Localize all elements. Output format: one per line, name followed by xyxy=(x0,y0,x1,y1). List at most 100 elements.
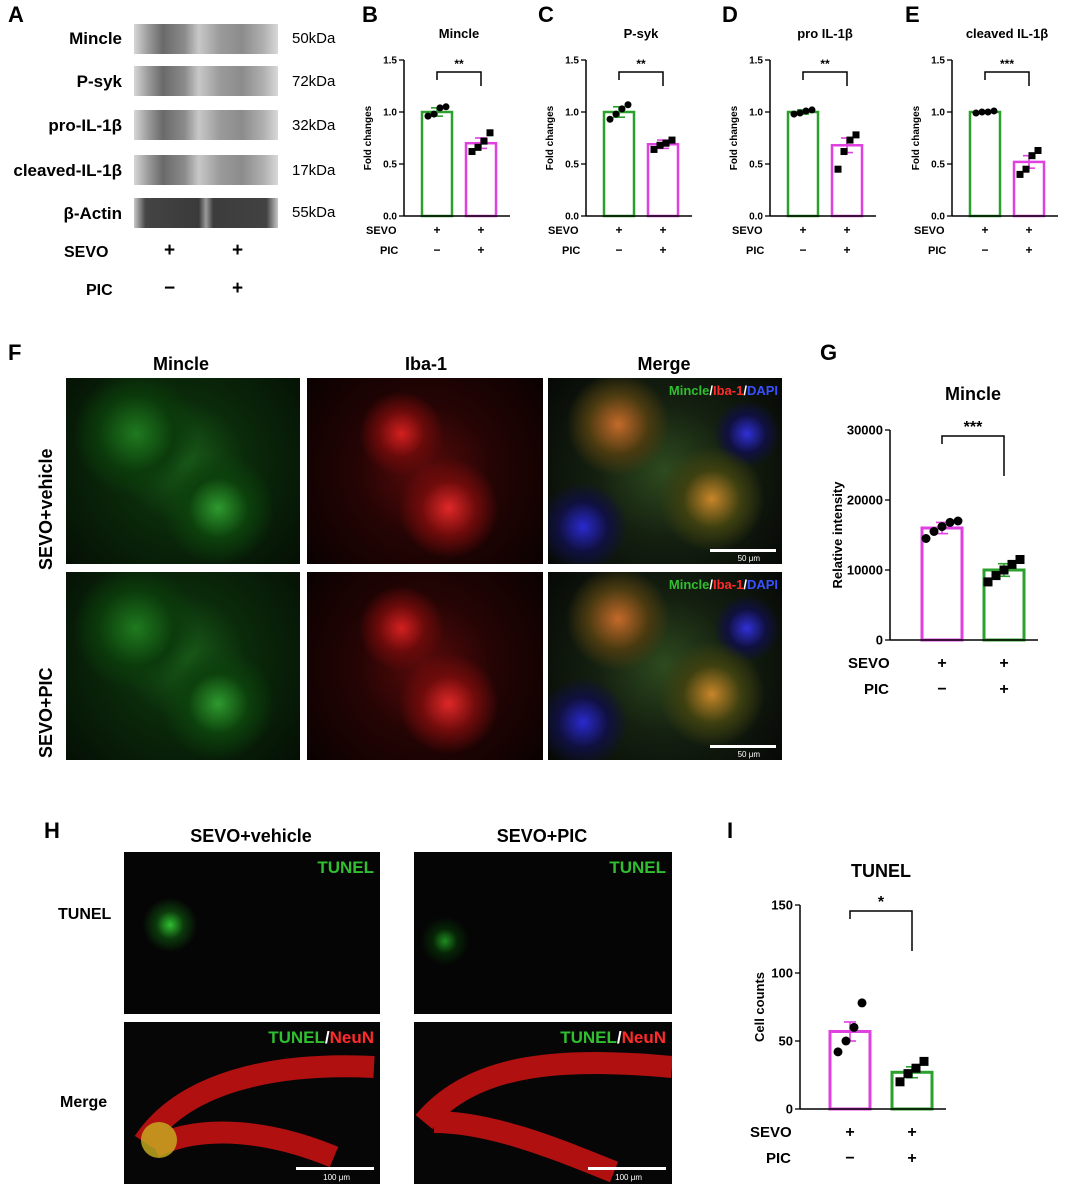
significance-bracket xyxy=(436,71,482,86)
scale-bar xyxy=(710,549,776,552)
chart-title: cleaved IL-1β xyxy=(966,26,1048,41)
data-point xyxy=(919,1056,929,1066)
hippocampus-shape xyxy=(134,1055,375,1168)
bar xyxy=(464,141,498,218)
overlay-mincle: Mincle xyxy=(668,383,710,398)
y-tick-label: 150 xyxy=(771,898,793,913)
wb-band-beta-actin xyxy=(134,198,278,228)
y-tick-label: 0.5 xyxy=(931,160,945,171)
data-point xyxy=(852,131,860,139)
condition-label: SEVO xyxy=(366,225,397,237)
data-point xyxy=(929,527,939,536)
y-axis-label: Relative intensity xyxy=(830,481,845,589)
condition-label: PIC xyxy=(562,245,580,257)
image-iba1-vehicle xyxy=(307,378,543,564)
overlay-sep: / xyxy=(743,383,747,398)
image-merge-vehicle: Mincle/Iba-1/DAPI 50 μm xyxy=(548,378,782,564)
chart-title: TUNEL xyxy=(851,861,911,881)
chart-c-psyk: P-syk 0.0 0.5 1.0 1.5 Fold changes ** SEVO + + PIC… xyxy=(545,26,692,257)
chart-e-cleaved-il1b: cleaved IL-1β 0.0 0.5 1.0 1.5 Fold changes ***… xyxy=(911,26,1058,257)
scale-bar xyxy=(296,1167,374,1170)
y-axis-label: Cell counts xyxy=(752,972,767,1042)
y-tick-label: 30000 xyxy=(847,423,883,438)
y-tick-label: 0 xyxy=(786,1102,793,1117)
condition-sign: + xyxy=(981,223,988,237)
overlay-tunel: TUNEL xyxy=(609,858,666,877)
wb-pic-lane1: − xyxy=(164,278,176,299)
panel-letter-g: G xyxy=(820,340,838,365)
overlay-sep: / xyxy=(709,383,713,398)
row-head-merge: Merge xyxy=(60,1094,108,1111)
scale-label: 50 μm xyxy=(737,554,760,563)
image-mincle-vehicle xyxy=(66,378,300,564)
condition-label: PIC xyxy=(864,681,889,698)
y-tick-label: 1.0 xyxy=(749,108,763,119)
overlay-sep: / xyxy=(743,577,747,592)
data-point xyxy=(624,101,632,109)
data-point xyxy=(1015,555,1025,564)
wb-kda-beta-actin: 55kDa xyxy=(292,204,336,221)
wb-sevo-lane1: + xyxy=(164,240,176,261)
data-point xyxy=(662,139,670,147)
data-point xyxy=(802,107,810,115)
condition-sign: − xyxy=(845,1150,854,1167)
y-tick-label: 0.0 xyxy=(383,212,397,223)
condition-sign: + xyxy=(843,243,850,257)
data-point xyxy=(486,129,494,137)
scale-bar xyxy=(710,745,776,748)
data-point xyxy=(840,148,848,156)
data-point xyxy=(834,165,842,173)
overlay-dapi: DAPI xyxy=(746,383,778,398)
wb-band-cleaved-il1b xyxy=(134,155,278,185)
col-head-sevo-pic: SEVO+PIC xyxy=(496,826,588,846)
data-point xyxy=(833,1047,843,1057)
condition-label: PIC xyxy=(746,245,764,257)
data-point xyxy=(808,106,816,114)
y-axis-label: Fold changes xyxy=(911,105,922,170)
condition-sign: + xyxy=(615,223,622,237)
hippocampus-band-lower xyxy=(149,1121,339,1168)
panel-letter-b: B xyxy=(362,2,378,27)
chart-title: Mincle xyxy=(945,384,1001,404)
bar xyxy=(602,110,636,218)
data-point xyxy=(474,143,482,151)
condition-sign: + xyxy=(1025,223,1032,237)
bar xyxy=(420,110,454,218)
y-tick-label: 1.5 xyxy=(749,56,763,67)
tunel-cluster xyxy=(141,1122,177,1158)
data-point xyxy=(983,577,993,587)
scale-label: 100 μm xyxy=(615,1173,642,1182)
condition-sign: + xyxy=(907,1150,916,1167)
y-tick-label: 1.5 xyxy=(931,56,945,67)
data-point xyxy=(903,1069,913,1079)
chart-title: Mincle xyxy=(439,26,479,41)
wb-band-psyk xyxy=(134,66,278,96)
wb-band-mincle xyxy=(134,24,278,54)
overlay-dapi: DAPI xyxy=(746,577,778,592)
bar xyxy=(646,142,680,218)
condition-label: SEVO xyxy=(848,655,890,672)
significance-stars: ** xyxy=(820,57,830,71)
data-point xyxy=(911,1063,921,1073)
y-tick-label: 50 xyxy=(779,1034,793,1049)
overlay-iba1: Iba-1 xyxy=(712,383,744,398)
row-head-sevo-vehicle: SEVO+vehicle xyxy=(36,448,56,570)
panel-letter-d: D xyxy=(722,2,738,27)
data-point xyxy=(849,1022,859,1032)
overlay-merge-vehicle: Mincle/Iba-1/DAPI xyxy=(669,383,778,398)
panel-letter-f: F xyxy=(8,340,22,365)
data-point xyxy=(1016,170,1024,178)
row-head-tunel: TUNEL xyxy=(58,906,112,923)
bar xyxy=(920,526,964,642)
overlay-iba1: Iba-1 xyxy=(712,577,744,592)
significance-bracket xyxy=(941,435,1005,476)
bar xyxy=(828,1029,872,1111)
condition-label: SEVO xyxy=(914,225,945,237)
data-point xyxy=(612,110,620,118)
y-tick-label: 1.0 xyxy=(383,108,397,119)
panel-letter-i: I xyxy=(727,818,734,843)
overlay-neun: NeuN xyxy=(329,1028,374,1047)
col-head-iba1: Iba-1 xyxy=(404,354,447,374)
image-mincle-pic xyxy=(66,572,300,760)
chart-title: P-syk xyxy=(624,26,659,41)
